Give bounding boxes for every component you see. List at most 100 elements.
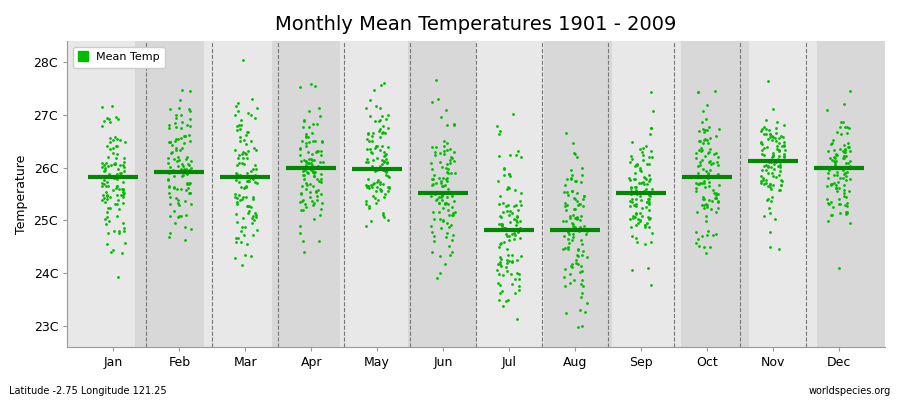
Point — [244, 138, 258, 144]
Point — [112, 162, 127, 168]
Point — [572, 228, 586, 234]
Point — [832, 163, 847, 170]
Point — [694, 148, 708, 154]
Point — [772, 162, 787, 168]
Point — [636, 174, 651, 180]
Point — [497, 166, 511, 172]
Point — [504, 271, 518, 278]
Point — [103, 135, 117, 141]
Point — [364, 132, 379, 139]
Point — [702, 196, 716, 203]
Point — [302, 108, 317, 114]
Point — [102, 116, 116, 122]
Point — [425, 182, 439, 188]
Point — [311, 187, 326, 193]
Point — [230, 219, 244, 225]
Point — [163, 106, 177, 112]
Point — [443, 252, 457, 258]
Point — [573, 224, 588, 230]
Point — [245, 215, 259, 222]
Point — [563, 215, 578, 222]
Point — [380, 159, 394, 166]
Point — [567, 178, 581, 184]
Point — [643, 215, 657, 222]
Point — [500, 268, 514, 274]
Point — [628, 170, 643, 176]
Point — [174, 112, 188, 118]
Point — [626, 266, 640, 273]
Point — [303, 81, 318, 87]
Point — [163, 201, 177, 207]
Point — [162, 234, 176, 240]
Point — [566, 234, 580, 240]
Point — [698, 116, 713, 122]
Point — [305, 150, 320, 157]
Point — [370, 167, 384, 174]
Point — [767, 161, 781, 168]
Point — [436, 205, 451, 212]
Point — [766, 152, 780, 159]
Point — [762, 180, 777, 187]
Point — [100, 193, 114, 200]
Point — [102, 218, 116, 224]
Point — [830, 169, 844, 175]
Point — [644, 125, 658, 131]
Point — [838, 124, 852, 130]
Point — [234, 239, 248, 245]
Point — [498, 225, 512, 231]
Point — [180, 121, 194, 128]
Point — [160, 160, 175, 166]
Point — [711, 154, 725, 160]
Point — [704, 160, 718, 167]
Point — [99, 160, 113, 166]
Point — [692, 180, 706, 186]
Point — [182, 181, 196, 187]
Point — [777, 150, 791, 157]
Point — [634, 205, 649, 212]
Point — [757, 124, 771, 130]
Point — [238, 224, 252, 230]
Point — [564, 172, 579, 178]
Point — [570, 198, 584, 204]
Point — [638, 189, 652, 196]
Point — [838, 146, 852, 153]
Point — [292, 84, 307, 90]
Point — [573, 200, 588, 207]
Point — [427, 233, 441, 239]
Point — [708, 133, 723, 140]
Point — [373, 178, 387, 185]
Point — [428, 191, 442, 197]
Point — [566, 220, 580, 227]
Point — [703, 146, 717, 152]
Point — [369, 200, 383, 207]
Point — [433, 216, 447, 222]
Point — [828, 155, 842, 162]
Point — [179, 170, 194, 176]
Point — [230, 200, 245, 207]
Point — [378, 191, 392, 198]
Point — [572, 247, 586, 254]
Point — [699, 127, 714, 134]
Point — [303, 160, 318, 166]
Point — [301, 182, 315, 188]
Point — [442, 243, 456, 249]
Point — [180, 180, 194, 186]
Point — [100, 214, 114, 220]
Point — [248, 210, 263, 216]
Point — [439, 161, 454, 168]
Point — [500, 186, 514, 192]
Point — [624, 153, 638, 159]
Point — [437, 260, 452, 267]
Point — [761, 127, 776, 134]
Point — [637, 188, 652, 194]
Point — [237, 137, 251, 144]
Point — [491, 123, 505, 129]
Point — [513, 198, 527, 205]
Point — [688, 188, 703, 194]
Point — [292, 144, 307, 151]
Y-axis label: Temperature: Temperature — [15, 154, 28, 234]
Point — [299, 132, 313, 139]
Point — [575, 171, 590, 178]
Point — [493, 214, 508, 220]
Point — [309, 149, 323, 156]
